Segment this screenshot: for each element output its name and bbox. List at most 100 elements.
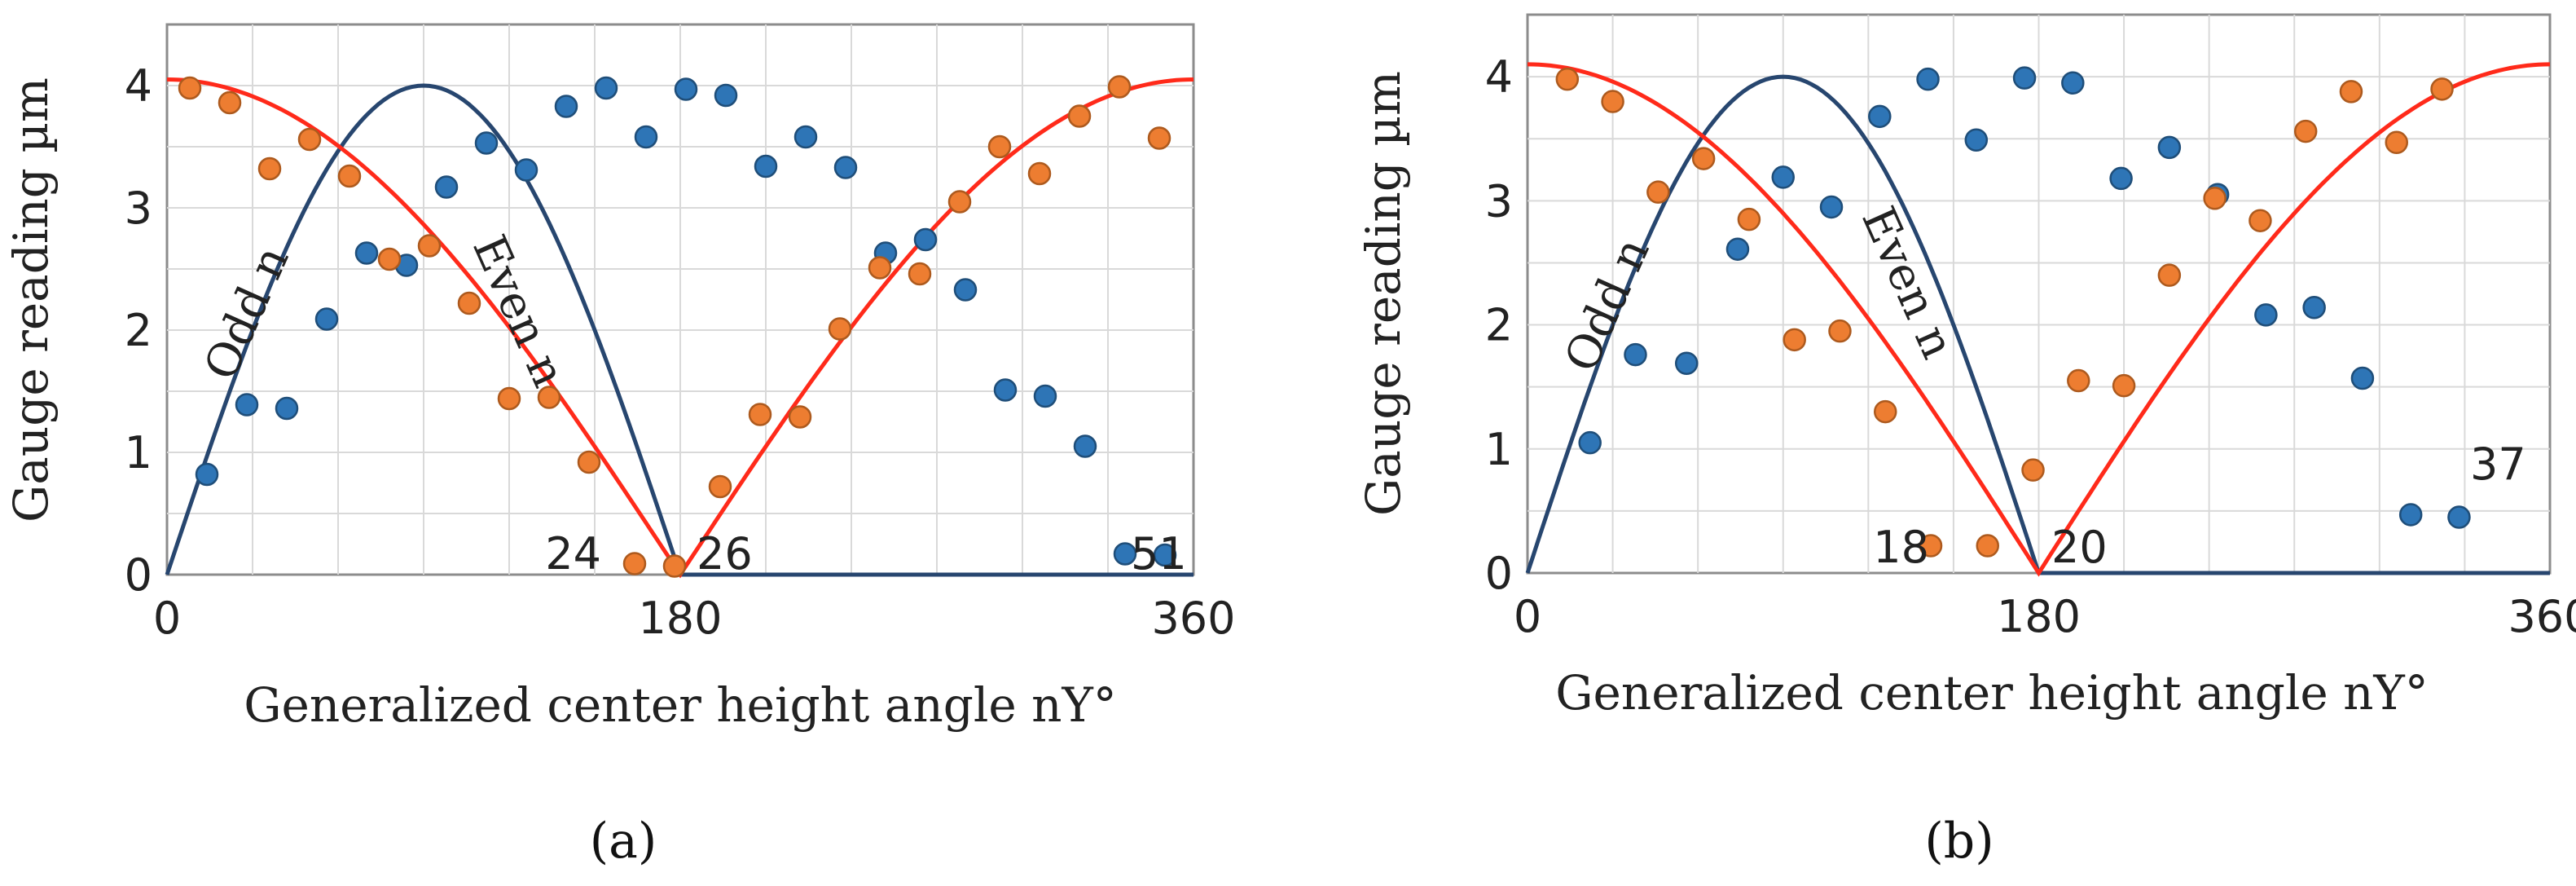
odd-data-point <box>674 77 698 101</box>
even-points <box>1555 67 2454 558</box>
odd-curve-label: Odd n <box>194 239 299 388</box>
even-data-point <box>1737 207 1761 231</box>
y-tick-label: 1 <box>1485 424 1513 475</box>
y-tick-label: 0 <box>125 549 152 601</box>
odd-data-point <box>2447 505 2471 529</box>
odd-data-point <box>514 158 538 182</box>
odd-data-point <box>1819 195 1844 219</box>
even-data-point <box>2157 263 2182 287</box>
even-data-point <box>297 127 322 152</box>
odd-data-point <box>1624 342 1647 367</box>
point-label-37: 37 <box>2470 439 2526 490</box>
even-data-point <box>2112 373 2136 398</box>
odd-data-point <box>714 83 738 108</box>
even-data-point <box>1919 534 1943 558</box>
point-label-24: 24 <box>545 528 601 580</box>
even-data-point <box>1691 147 1716 170</box>
even-data-point <box>1874 399 1897 424</box>
even-data-point <box>708 474 732 499</box>
even-data-point <box>2385 130 2408 155</box>
x-tick-label: 0 <box>153 593 181 644</box>
even-data-point <box>1027 161 1052 186</box>
even-data-point <box>257 156 282 181</box>
y-tick-label: 2 <box>125 305 152 356</box>
odd-data-point <box>2350 366 2375 390</box>
x-tick-labels: 0 180 360 <box>1514 591 2576 642</box>
odd-data-point <box>474 131 499 155</box>
odd-data-point <box>434 175 459 199</box>
odd-data-point <box>2109 166 2133 191</box>
odd-data-point <box>2157 135 2182 160</box>
odd-data-point <box>1153 543 1177 567</box>
y-axis-label: Gauge reading µm <box>1356 71 1411 516</box>
odd-data-point <box>1916 67 1940 91</box>
even-data-point <box>337 164 362 188</box>
odd-data-point <box>793 125 818 149</box>
even-data-point <box>2067 368 2090 393</box>
odd-data-point <box>2302 295 2326 320</box>
odd-data-point <box>554 95 578 118</box>
y-tick-label: 4 <box>125 60 152 112</box>
odd-data-point <box>1964 128 1989 152</box>
even-data-point <box>748 403 772 426</box>
point-label-18: 18 <box>1873 522 1929 573</box>
x-tick-label: 180 <box>1997 591 2081 642</box>
even-data-point <box>1783 328 1806 352</box>
x-tick-label: 0 <box>1514 591 1541 642</box>
even-data-point <box>497 386 521 411</box>
even-data-point <box>1107 75 1132 99</box>
point-label-51: 51 <box>1131 528 1187 580</box>
even-data-point <box>377 247 402 271</box>
odd-data-point <box>2254 303 2278 327</box>
x-tick-label: 180 <box>638 593 722 644</box>
odd-data-point <box>1033 384 1057 408</box>
x-tick-labels: 0 180 360 <box>153 593 1236 644</box>
point-label-26: 26 <box>697 528 753 580</box>
even-data-point <box>1828 319 1852 343</box>
odd-data-point <box>1771 165 1795 189</box>
even-data-point <box>2430 77 2454 101</box>
odd-data-point <box>634 125 658 149</box>
panel-label-a: (a) <box>590 813 657 870</box>
odd-data-point <box>314 307 339 331</box>
odd-data-point <box>2398 503 2423 527</box>
panel-a: 0 1 2 3 4 0 180 360 Gauge reading µm Generaliz… <box>3 23 1236 870</box>
odd-data-point <box>2012 66 2037 90</box>
odd-data-point <box>594 76 618 100</box>
odd-data-point <box>754 154 778 179</box>
y-tick-label: 3 <box>1485 175 1513 227</box>
even-data-point <box>2339 80 2363 104</box>
gridlines <box>1528 15 2550 573</box>
y-tick-label: 3 <box>125 183 152 234</box>
even-data-point <box>577 450 601 474</box>
even-data-point <box>2293 119 2318 143</box>
even-data-point <box>178 76 202 100</box>
y-tick-labels: 0 1 2 3 4 <box>125 60 152 601</box>
even-data-point <box>2203 187 2227 210</box>
even-data-point <box>662 554 687 578</box>
x-tick-label: 360 <box>1151 593 1235 644</box>
even-data-point <box>1646 180 1670 204</box>
odd-data-point <box>833 156 858 179</box>
even-data-point <box>1147 126 1172 150</box>
x-axis-label: Generalized center height angle nY° <box>244 677 1117 733</box>
gridlines <box>167 24 1193 575</box>
odd-data-point <box>235 393 259 417</box>
odd-data-point <box>1674 351 1699 375</box>
y-tick-label: 4 <box>1485 51 1513 103</box>
odd-data-point <box>2061 71 2085 95</box>
even-data-point <box>1067 104 1092 128</box>
even-data-point <box>788 405 812 429</box>
odd-data-point <box>953 278 978 302</box>
even-data-point <box>537 386 561 409</box>
even-data-point <box>947 190 972 214</box>
even-data-point <box>2021 458 2045 482</box>
y-tick-labels: 0 1 2 3 4 <box>1485 51 1513 599</box>
even-data-point <box>828 317 852 341</box>
point-label-20: 20 <box>2051 522 2108 573</box>
odd-data-point <box>993 378 1018 402</box>
y-axis-label: Gauge reading µm <box>3 77 59 522</box>
odd-data-point <box>354 241 379 265</box>
even-curve-label: Even n <box>462 227 575 395</box>
